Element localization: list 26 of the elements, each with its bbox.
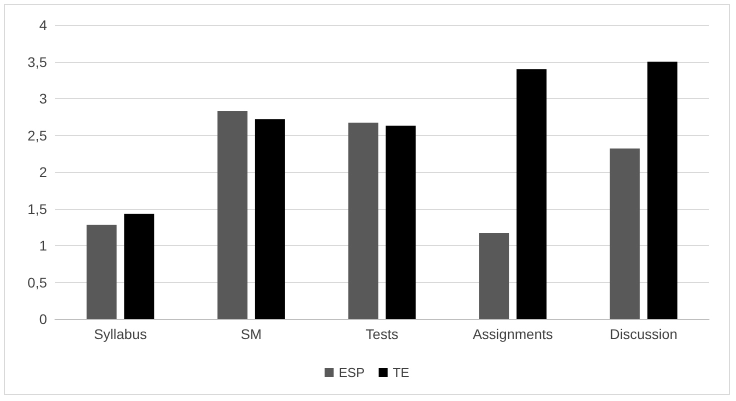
bar (610, 148, 640, 319)
y-tick-label: 2 (39, 164, 48, 180)
x-tick-label: Assignments (472, 326, 553, 342)
bar (479, 233, 510, 319)
bar (86, 224, 117, 319)
y-tick-label: 1 (39, 238, 48, 254)
y-tick-label: 0,5 (28, 274, 48, 290)
y-tick-label: 0 (39, 311, 48, 327)
y-tick-label: 2,5 (28, 127, 48, 144)
bar (254, 119, 285, 319)
x-tick-label: Discussion (610, 326, 678, 342)
x-tick-label: SM (240, 326, 262, 342)
bar (348, 122, 378, 319)
legend-label: ESP (338, 365, 365, 380)
x-tick-label: Syllabus (94, 326, 147, 342)
bar (124, 214, 154, 319)
bar (386, 126, 416, 319)
bar (647, 62, 678, 319)
bar (516, 69, 547, 319)
y-tick-label: 4 (39, 17, 48, 33)
legend-label: TE (392, 365, 410, 380)
y-tick-label: 3,5 (28, 54, 48, 70)
bar (217, 110, 248, 319)
y-tick-label: 1,5 (28, 200, 48, 217)
y-tick-label: 3 (39, 90, 48, 106)
x-tick-label: Tests (366, 326, 398, 342)
